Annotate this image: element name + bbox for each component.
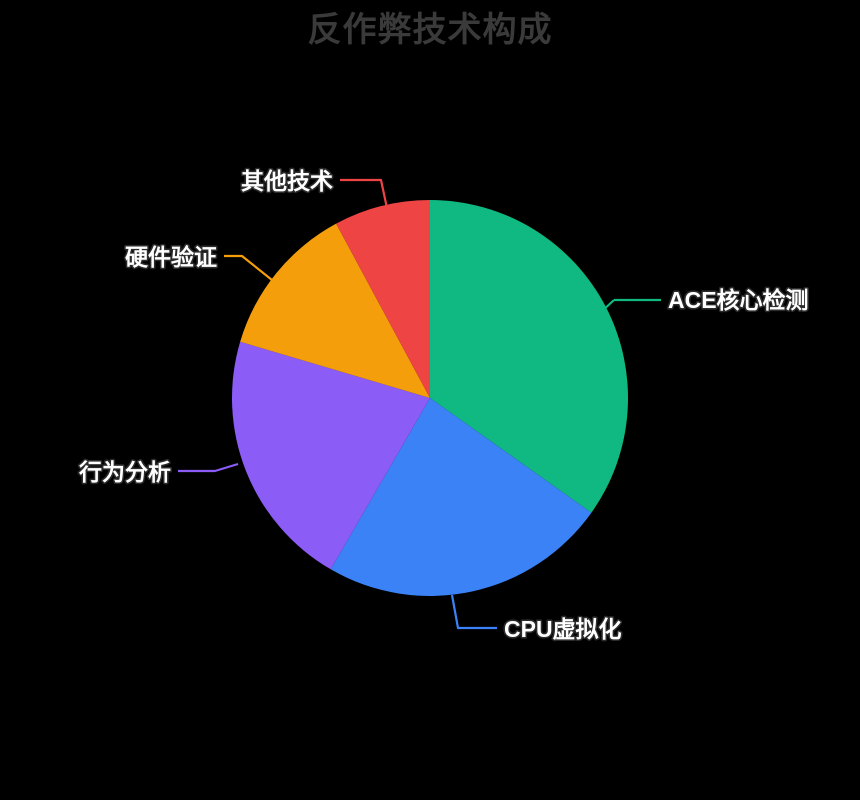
slice-label-ace: ACE核心检测 (668, 287, 809, 313)
pie-slice-behavior[interactable] (231, 341, 430, 570)
pie-slice-hardware[interactable] (240, 223, 430, 398)
leader-line-other (340, 178, 390, 214)
chart-title: 反作弊技术构成 (307, 11, 553, 49)
leader-line-ace-stub (599, 299, 615, 314)
slice-label-hardware: 硬件验证 (125, 244, 217, 270)
pie-slice-ace[interactable] (430, 200, 629, 513)
pie-slice-cpu[interactable] (330, 398, 592, 597)
leader-line-cpu (450, 594, 497, 630)
leader-lines-group (178, 178, 661, 630)
slice-label-cpu: CPU虚拟化 (504, 616, 622, 642)
pie-slices-group (231, 200, 629, 597)
slice-labels-group: ACE核心检测 CPU虚拟化 行为分析 硬件验证 其他技术 (76, 166, 810, 643)
slice-label-other: 其他技术 (241, 168, 333, 194)
pie-slice-other[interactable] (336, 200, 430, 398)
leader-line-hardware (224, 254, 273, 281)
leader-line-behavior (178, 462, 239, 473)
slice-label-behavior: 行为分析 (78, 459, 171, 485)
